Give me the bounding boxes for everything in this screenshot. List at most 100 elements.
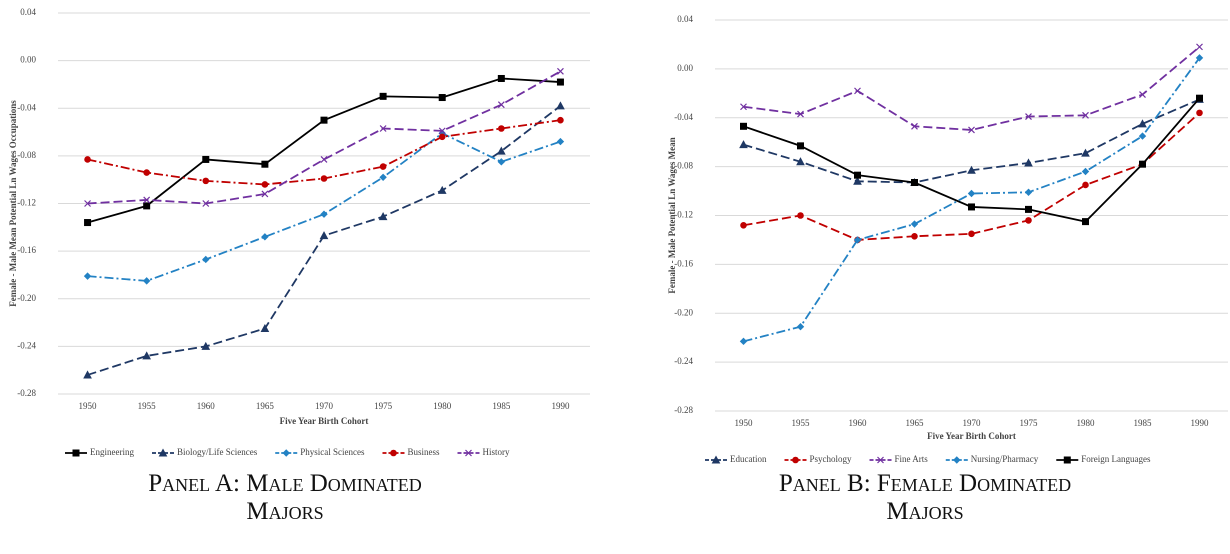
series-line: [743, 57, 1201, 343]
marker: [379, 92, 387, 100]
x-axis-title: Five Year Birth Cohort: [280, 416, 369, 426]
marker: [796, 322, 805, 331]
marker: [968, 230, 975, 238]
marker: [261, 233, 269, 241]
x-tick-label: 1985: [492, 401, 511, 411]
marker: [142, 277, 151, 285]
x-tick-label: 1985: [1134, 418, 1153, 428]
x-tick-label: 1955: [792, 418, 811, 428]
y-tick-label: -0.28: [674, 405, 693, 415]
legend-label: Psychology: [810, 454, 853, 464]
x-axis-title: Five Year Birth Cohort: [927, 431, 1016, 441]
marker: [967, 189, 976, 198]
y-tick-label: -0.08: [674, 161, 693, 171]
marker: [1024, 158, 1033, 167]
legend-label: Fine Arts: [895, 454, 929, 464]
x-tick-label: 1975: [1020, 418, 1039, 428]
marker: [260, 323, 270, 333]
marker: [1025, 205, 1032, 213]
series-line: [87, 105, 561, 376]
y-tick-label: 0.04: [20, 7, 36, 17]
marker: [202, 200, 210, 207]
x-tick-label: 1980: [433, 401, 452, 411]
marker: [72, 449, 80, 457]
marker: [1139, 160, 1146, 168]
legend-label: Engineering: [90, 447, 134, 457]
marker: [797, 142, 804, 150]
series-line: [87, 119, 561, 186]
marker: [556, 101, 565, 110]
legend-label: Education: [730, 454, 767, 464]
marker: [465, 449, 472, 457]
marker: [1195, 54, 1204, 62]
marker: [711, 455, 721, 464]
marker: [143, 202, 151, 210]
marker: [739, 337, 748, 346]
marker: [282, 449, 290, 457]
y-tick-label: -0.16: [17, 245, 36, 255]
marker: [1024, 188, 1033, 196]
marker: [1081, 148, 1090, 157]
marker: [261, 190, 269, 198]
marker: [498, 125, 505, 132]
marker: [910, 220, 919, 228]
marker: [854, 87, 861, 95]
marker: [740, 221, 747, 229]
marker: [853, 176, 862, 185]
marker: [437, 185, 447, 194]
marker: [968, 203, 975, 211]
x-tick-label: 1965: [256, 401, 275, 411]
series-line: [87, 132, 561, 282]
marker: [792, 456, 799, 464]
y-tick-label: -0.04: [17, 102, 36, 112]
marker: [378, 212, 388, 221]
legend-label: Business: [407, 447, 440, 457]
marker: [1139, 91, 1146, 98]
marker: [320, 175, 328, 182]
marker: [911, 232, 918, 240]
marker: [953, 456, 961, 464]
marker: [556, 137, 565, 146]
marker: [497, 158, 506, 166]
y-axis-title: Female - Male Mean Potential Ln Wages Oc…: [8, 100, 18, 307]
y-tick-label: -0.08: [17, 150, 36, 160]
y-tick-label: -0.28: [17, 388, 36, 398]
marker: [557, 67, 564, 75]
x-tick-label: 1990: [1191, 418, 1210, 428]
marker: [438, 133, 446, 141]
marker: [1025, 217, 1032, 224]
x-tick-label: 1950: [735, 418, 754, 428]
marker: [497, 74, 505, 82]
marker: [143, 169, 150, 176]
y-tick-label: -0.24: [674, 356, 693, 366]
marker: [1025, 113, 1032, 120]
y-tick-label: -0.20: [17, 293, 36, 303]
marker: [379, 125, 387, 132]
y-tick-label: -0.04: [674, 112, 693, 122]
x-tick-label: 1970: [315, 401, 334, 411]
x-tick-label: 1950: [79, 401, 98, 411]
marker: [557, 116, 564, 124]
marker: [1138, 119, 1147, 128]
marker: [202, 255, 210, 264]
marker: [1063, 456, 1071, 464]
x-tick-label: 1975: [374, 401, 393, 411]
y-axis-title: Female - Male Potential Ln Wages Mean: [667, 137, 677, 293]
y-tick-label: -0.16: [674, 258, 693, 268]
marker: [911, 179, 918, 187]
marker: [320, 116, 328, 124]
x-tick-label: 1955: [138, 401, 157, 411]
marker: [911, 122, 918, 130]
marker: [201, 341, 211, 350]
marker: [142, 351, 152, 360]
marker: [261, 181, 269, 188]
marker: [83, 272, 92, 280]
marker: [390, 449, 397, 457]
marker: [84, 200, 91, 207]
marker: [1081, 167, 1090, 176]
y-tick-label: -0.24: [17, 340, 36, 350]
marker: [1196, 43, 1203, 51]
marker: [438, 94, 446, 102]
marker: [796, 157, 805, 166]
